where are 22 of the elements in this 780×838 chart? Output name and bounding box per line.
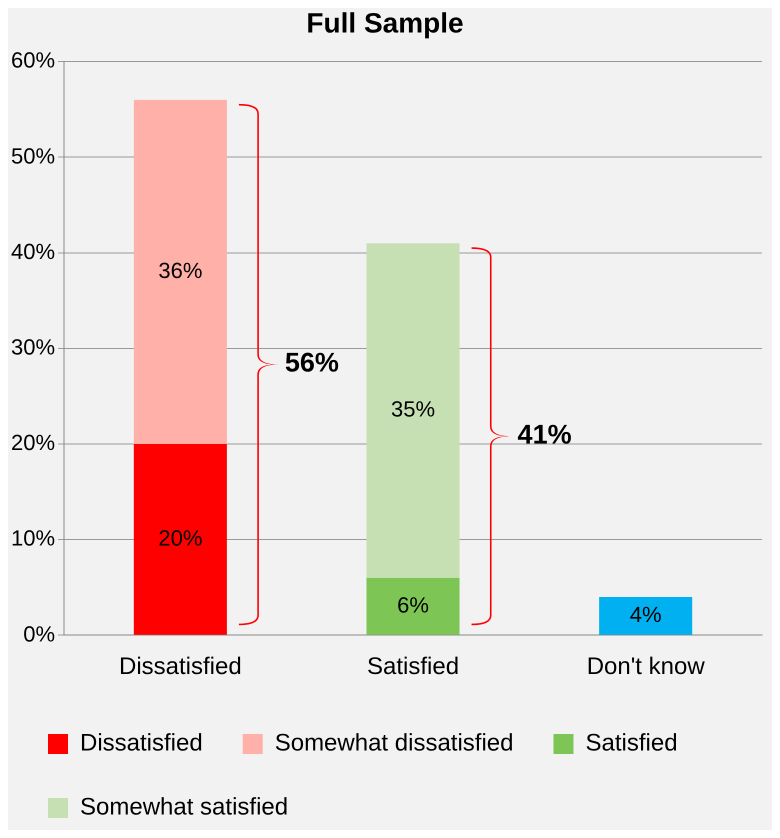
y-tick-label: 30% — [10, 334, 56, 360]
x-tick-label: Dissatisfied — [119, 653, 242, 680]
data-label: 20% — [158, 525, 202, 550]
legend-label: Somewhat dissatisfied — [274, 730, 514, 757]
y-tick-label: 60% — [10, 48, 56, 73]
x-tick-label: Don't know — [586, 653, 706, 680]
y-tick-label: 20% — [10, 430, 56, 456]
data-label: 35% — [390, 396, 436, 422]
legend-label: Dissatisfied — [80, 730, 203, 757]
x-tick-label: Satisfied — [366, 653, 460, 680]
data-label: 36% — [158, 258, 202, 283]
annotation: 56% — [284, 348, 339, 378]
chart-title: Full Sample — [306, 8, 464, 39]
y-tick-label: 40% — [10, 238, 56, 264]
y-tick-label: 0% — [23, 621, 56, 646]
legend-label: Satisfied — [585, 730, 678, 757]
data-label: 6% — [397, 592, 429, 618]
y-tick-label: 10% — [10, 526, 56, 551]
y-tick-label: 50% — [10, 143, 56, 168]
legend-label: Somewhat satisfied — [80, 794, 288, 821]
annotation: 41% — [518, 419, 572, 450]
data-label: 4% — [630, 602, 662, 627]
